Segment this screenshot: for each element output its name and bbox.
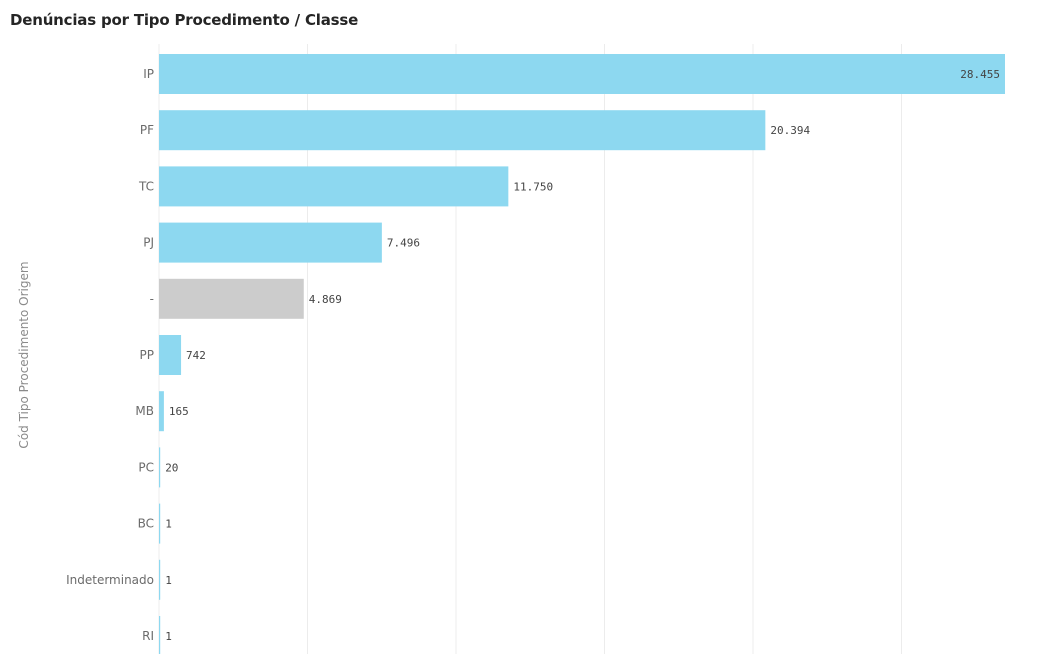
category-label: BC <box>138 517 154 531</box>
value-label: 4.869 <box>309 293 342 306</box>
value-labels: 28.455 20.394 11.750 7.496 4.869 742 165 20 1 1 1 <box>165 68 1000 643</box>
category-label: PC <box>138 460 154 474</box>
value-label: 1 <box>165 518 172 531</box>
value-label: 7.496 <box>387 237 420 250</box>
value-label: 28.455 <box>960 68 1000 81</box>
y-axis-title: Cód Tipo Procedimento Origem <box>17 261 31 448</box>
value-label: 1 <box>165 574 172 587</box>
bar-tc[interactable] <box>159 166 509 207</box>
category-label: MB <box>135 404 154 418</box>
bar-bc[interactable] <box>159 503 161 544</box>
category-labels: IP PF TC PJ - PP MB PC BC Indeterminado RI <box>66 67 154 643</box>
category-label: TC <box>138 179 154 193</box>
chart-title: Denúncias por Tipo Procedimento / Classe <box>10 11 359 29</box>
category-label: PP <box>140 348 154 362</box>
category-label: Indeterminado <box>66 573 154 587</box>
bar-ri[interactable] <box>159 616 161 654</box>
bar-pf[interactable] <box>159 110 766 151</box>
bars <box>159 54 1005 654</box>
bar-mb[interactable] <box>159 391 164 432</box>
bar-dash[interactable] <box>159 278 304 319</box>
value-label: 20.394 <box>770 124 810 137</box>
bar-indeterminado[interactable] <box>159 559 161 600</box>
value-label: 1 <box>165 630 172 643</box>
bar-pj[interactable] <box>159 222 382 263</box>
category-label: PF <box>140 123 154 137</box>
category-label: - <box>150 292 154 306</box>
value-label: 20 <box>165 461 178 474</box>
bar-pc[interactable] <box>159 447 161 488</box>
category-label: IP <box>143 67 154 81</box>
bar-pp[interactable] <box>159 335 182 375</box>
value-label: 11.750 <box>513 180 553 193</box>
category-label: PJ <box>143 236 154 250</box>
value-label: 742 <box>186 349 206 362</box>
category-label: RI <box>142 629 154 643</box>
value-label: 165 <box>169 405 189 418</box>
bar-ip[interactable] <box>159 54 1005 94</box>
